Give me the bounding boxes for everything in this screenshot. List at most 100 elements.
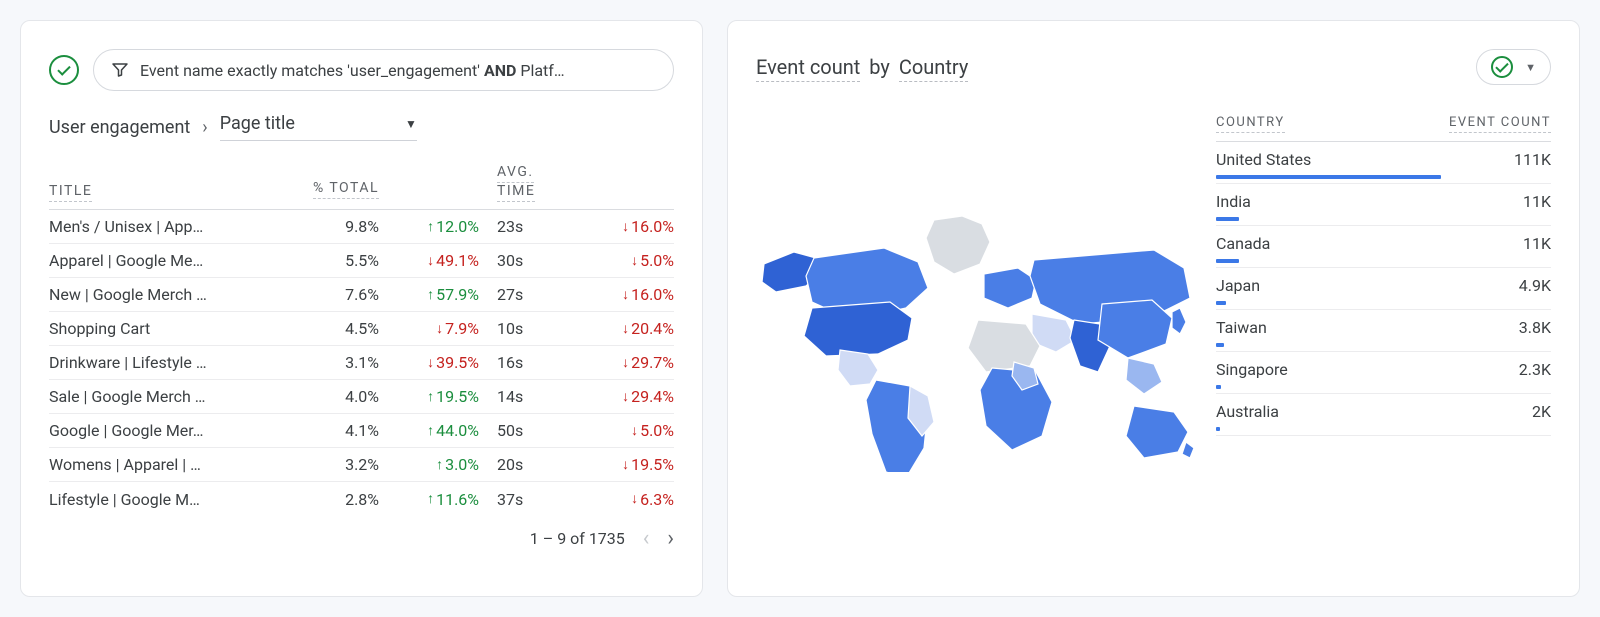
pager-next[interactable]: › bbox=[667, 526, 674, 551]
cell-title: Womens | Apparel | … bbox=[49, 455, 269, 474]
cell-avg-time: 27s bbox=[479, 285, 549, 304]
country-row[interactable]: Singapore 2.3K bbox=[1216, 352, 1551, 394]
cell-avg-time: 50s bbox=[479, 421, 549, 440]
filter-chip[interactable]: Event name exactly matches 'user_engagem… bbox=[93, 49, 674, 91]
status-dropdown[interactable]: ▼ bbox=[1476, 49, 1551, 85]
cell-title: Lifestyle | Google M… bbox=[49, 490, 269, 509]
country-bar bbox=[1216, 175, 1441, 179]
country-name: Singapore bbox=[1216, 360, 1288, 379]
arrow-down-icon: ↓ bbox=[622, 322, 629, 336]
country-bar bbox=[1216, 217, 1239, 221]
table-row[interactable]: Drinkware | Lifestyle …3.1%↓39.5%16s↓29.… bbox=[49, 346, 674, 380]
arrow-down-icon: ↓ bbox=[631, 424, 638, 438]
arrow-up-icon: ↑ bbox=[427, 390, 434, 404]
cell-avg-time: 23s bbox=[479, 217, 549, 236]
cell-change-2: ↓5.0% bbox=[549, 421, 674, 440]
table-row[interactable]: Google | Google Mer…4.1%↑44.0%50s↓5.0% bbox=[49, 414, 674, 448]
col-avg-time: AVG. TIME bbox=[497, 164, 535, 202]
cell-avg-time: 16s bbox=[479, 353, 549, 372]
breadcrumb-root[interactable]: User engagement bbox=[49, 117, 190, 138]
cell-pct: 4.0% bbox=[269, 387, 379, 406]
pager-prev[interactable]: ‹ bbox=[643, 526, 650, 551]
arrow-up-icon: ↑ bbox=[427, 492, 434, 506]
arrow-down-icon: ↓ bbox=[436, 322, 443, 336]
cell-pct: 4.1% bbox=[269, 421, 379, 440]
arrow-down-icon: ↓ bbox=[631, 492, 638, 506]
country-row[interactable]: United States 111K bbox=[1216, 142, 1551, 184]
table-body: Men's / Unisex | App…9.8%↑12.0%23s↓16.0%… bbox=[49, 210, 674, 516]
cell-title: Shopping Cart bbox=[49, 319, 269, 338]
cell-avg-time: 37s bbox=[479, 490, 549, 509]
cell-avg-time: 20s bbox=[479, 455, 549, 474]
chevron-right-icon: › bbox=[202, 117, 207, 138]
country-value: 2.3K bbox=[1519, 360, 1551, 379]
country-row[interactable]: Australia2K bbox=[1216, 394, 1551, 436]
cell-title: Sale | Google Merch … bbox=[49, 387, 269, 406]
col-title: TITLE bbox=[49, 183, 92, 202]
arrow-down-icon: ↓ bbox=[427, 254, 434, 268]
table-row[interactable]: Lifestyle | Google M…2.8%↑11.6%37s↓6.3% bbox=[49, 482, 674, 516]
country-name: United States bbox=[1216, 150, 1311, 169]
pager: 1 – 9 of 1735 ‹ › bbox=[49, 526, 674, 551]
table-row[interactable]: Womens | Apparel | …3.2%↑3.0%20s↓19.5% bbox=[49, 448, 674, 482]
table-row[interactable]: Apparel | Google Me…5.5%↓49.1%30s↓5.0% bbox=[49, 244, 674, 278]
arrow-down-icon: ↓ bbox=[622, 390, 629, 404]
cell-change-2: ↓16.0% bbox=[549, 285, 674, 304]
col-pct-total: % TOTAL bbox=[313, 180, 379, 199]
cell-pct: 4.5% bbox=[269, 319, 379, 338]
cell-change-1: ↓7.9% bbox=[379, 319, 479, 338]
country-bar bbox=[1216, 259, 1239, 263]
cell-change-2: ↓29.7% bbox=[549, 353, 674, 372]
table-row[interactable]: Men's / Unisex | App…9.8%↑12.0%23s↓16.0% bbox=[49, 210, 674, 244]
filter-text: Event name exactly matches 'user_engagem… bbox=[140, 61, 565, 80]
filter-row: Event name exactly matches 'user_engagem… bbox=[49, 49, 674, 91]
cell-change-1: ↑57.9% bbox=[379, 285, 479, 304]
map-card-title: Event count by Country bbox=[756, 55, 968, 79]
map-card-header: Event count by Country ▼ bbox=[756, 49, 1551, 85]
country-name: Taiwan bbox=[1216, 318, 1267, 337]
arrow-up-icon: ↑ bbox=[436, 458, 443, 472]
cell-change-1: ↑3.0% bbox=[379, 455, 479, 474]
country-name: Australia bbox=[1216, 402, 1279, 421]
arrow-down-icon: ↓ bbox=[622, 458, 629, 472]
col-event-count: EVENT COUNT bbox=[1449, 115, 1551, 133]
cell-avg-time: 10s bbox=[479, 319, 549, 338]
table-row[interactable]: Sale | Google Merch …4.0%↑19.5%14s↓29.4% bbox=[49, 380, 674, 414]
country-bar bbox=[1216, 301, 1226, 305]
col-country: COUNTRY bbox=[1216, 115, 1285, 133]
cell-change-1: ↓49.1% bbox=[379, 251, 479, 270]
cell-title: Google | Google Mer… bbox=[49, 421, 269, 440]
cell-pct: 7.6% bbox=[269, 285, 379, 304]
table-row[interactable]: Shopping Cart4.5%↓7.9%10s↓20.4% bbox=[49, 312, 674, 346]
cell-change-2: ↓29.4% bbox=[549, 387, 674, 406]
arrow-up-icon: ↑ bbox=[427, 424, 434, 438]
cell-change-2: ↓20.4% bbox=[549, 319, 674, 338]
arrow-up-icon: ↑ bbox=[427, 220, 434, 234]
country-bar bbox=[1216, 427, 1220, 431]
chevron-down-icon: ▼ bbox=[405, 117, 417, 131]
country-row[interactable]: India 11K bbox=[1216, 184, 1551, 226]
country-table-header: COUNTRY EVENT COUNT bbox=[1216, 115, 1551, 142]
country-table: COUNTRY EVENT COUNT United States 111K Ind… bbox=[1216, 115, 1551, 568]
arrow-down-icon: ↓ bbox=[622, 220, 629, 234]
table-row[interactable]: New | Google Merch …7.6%↑57.9%27s↓16.0% bbox=[49, 278, 674, 312]
dimension-label: Page title bbox=[220, 113, 295, 134]
country-row[interactable]: Canada11K bbox=[1216, 226, 1551, 268]
arrow-down-icon: ↓ bbox=[631, 254, 638, 268]
country-value: 11K bbox=[1523, 192, 1551, 211]
country-name: India bbox=[1216, 192, 1251, 211]
cell-change-2: ↓5.0% bbox=[549, 251, 674, 270]
arrow-down-icon: ↓ bbox=[427, 356, 434, 370]
dimension-select[interactable]: Page title ▼ bbox=[220, 113, 417, 141]
cell-pct: 3.2% bbox=[269, 455, 379, 474]
country-row[interactable]: Japan4.9K bbox=[1216, 268, 1551, 310]
country-name: Japan bbox=[1216, 276, 1260, 295]
pager-label: 1 – 9 of 1735 bbox=[530, 529, 625, 548]
world-map[interactable] bbox=[756, 115, 1196, 568]
country-row[interactable]: Taiwan3.8K bbox=[1216, 310, 1551, 352]
country-value: 111K bbox=[1514, 150, 1551, 169]
chevron-down-icon: ▼ bbox=[1525, 61, 1536, 74]
cell-change-2: ↓19.5% bbox=[549, 455, 674, 474]
engagement-table-card: Event name exactly matches 'user_engagem… bbox=[20, 20, 703, 597]
cell-avg-time: 30s bbox=[479, 251, 549, 270]
